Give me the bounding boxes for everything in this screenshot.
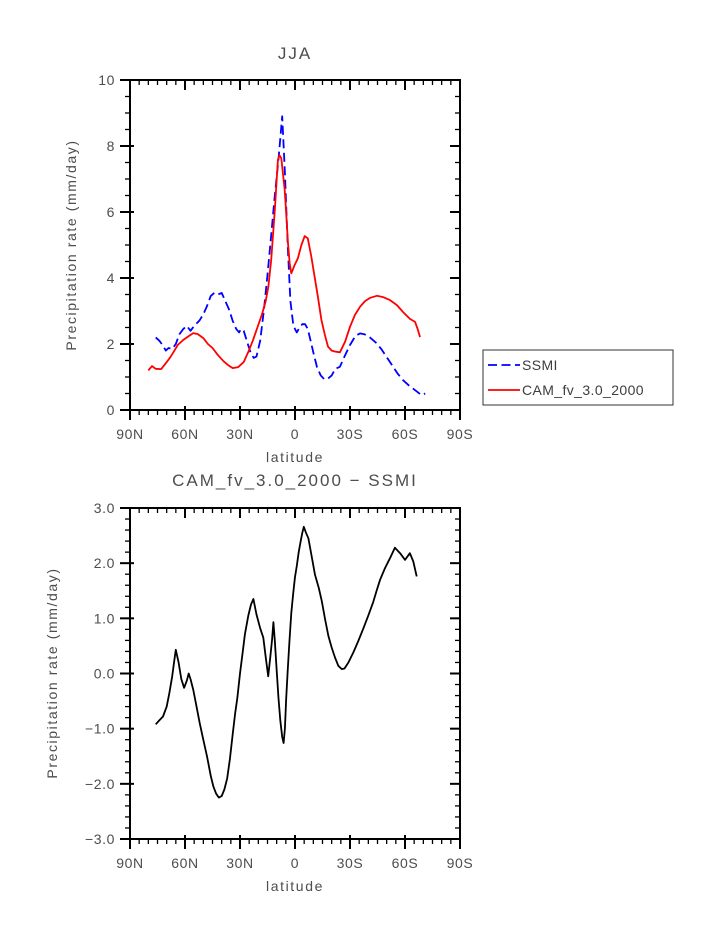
x-tick-label: 90N	[116, 855, 143, 871]
top-chart-x-axis-label: latitude	[266, 449, 324, 465]
legend-entry-label: CAM_fv_3.0_2000	[522, 382, 644, 398]
bottom-chart-plot-area: 90N 60N 30N 0 30S 60S 90S −3.0 −2.0 −1.0 0.0 1.0 2.0…	[85, 500, 473, 871]
x-tick-label: 60S	[392, 426, 419, 442]
legend-entry-label: SSMI	[522, 357, 558, 373]
x-tick-label: 90S	[447, 855, 474, 871]
bottom-chart-x-axis-label: latitude	[266, 878, 324, 894]
series-line-cam-fv-3-0-2000-ssmi	[155, 525, 418, 799]
y-tick-label: −1.0	[85, 721, 115, 737]
y-tick-label: −2.0	[85, 776, 115, 792]
series-line-ssmi	[155, 115, 426, 396]
x-tick-label: 90S	[447, 426, 474, 442]
legend-box	[482, 349, 674, 406]
top-chart-y-axis-label: Precipitation rate (mm/day)	[63, 139, 79, 350]
y-tick-label: 10	[98, 72, 115, 88]
top-chart-plot-area: 90N 60N 30N 0 30S 60S 90S 0 2 4 6 8 10 SSMI CAM_fv_3.0…	[98, 72, 674, 442]
x-tick-label: 30N	[226, 855, 253, 871]
x-tick-label: 0	[291, 426, 299, 442]
x-tick-label: 30N	[226, 426, 253, 442]
y-tick-label: 8	[107, 138, 115, 154]
x-tick-label: 60N	[171, 426, 198, 442]
bottom-chart-title: CAM_fv_3.0_2000 − SSMI	[172, 471, 418, 490]
x-tick-label: 0	[291, 855, 299, 871]
x-tick-label: 60N	[171, 855, 198, 871]
bottom-chart-y-axis-label: Precipitation rate (mm/day)	[44, 567, 60, 778]
y-tick-label: −3.0	[85, 831, 115, 847]
y-tick-label: 3.0	[94, 500, 115, 516]
y-tick-label: 0.0	[94, 666, 115, 682]
y-tick-label: 6	[107, 204, 115, 220]
y-tick-label: 1.0	[94, 610, 115, 626]
plot-frame	[129, 79, 461, 411]
top-chart-title: JJA	[278, 44, 312, 63]
series-line-cam-fv-3-0-2000	[147, 154, 421, 371]
x-tick-label: 30S	[337, 426, 364, 442]
y-tick-label: 2	[107, 336, 115, 352]
y-tick-label: 4	[107, 270, 115, 286]
y-tick-label: 2.0	[94, 555, 115, 571]
y-tick-label: 0	[107, 402, 115, 418]
x-tick-label: 60S	[392, 855, 419, 871]
plot-frame	[129, 507, 461, 840]
x-tick-label: 30S	[337, 855, 364, 871]
x-tick-label: 90N	[116, 426, 143, 442]
